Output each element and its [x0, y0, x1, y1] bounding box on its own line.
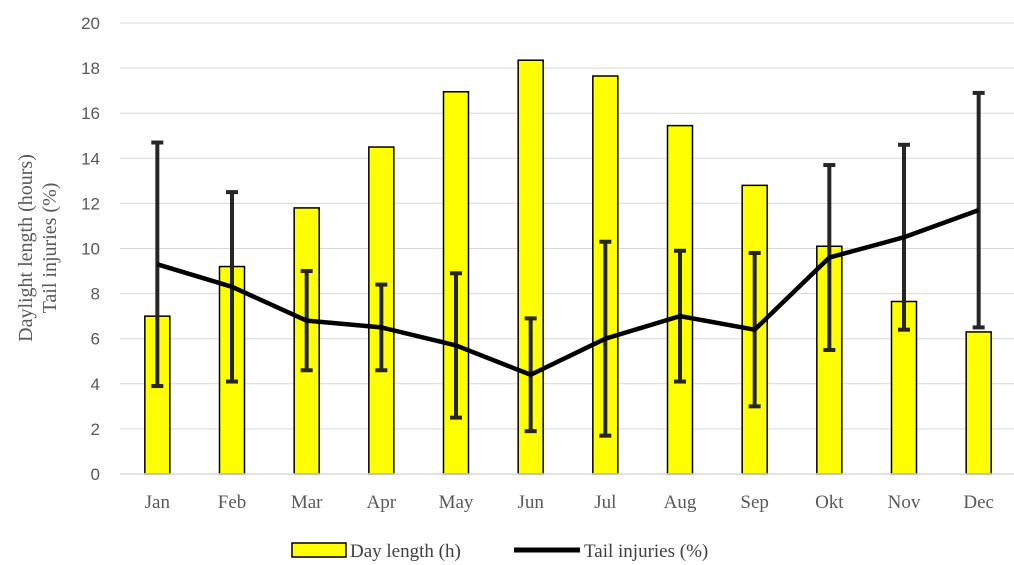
y-tick-label: 12 — [81, 194, 100, 213]
y-tick-label: 4 — [91, 375, 100, 394]
y-tick-label: 0 — [91, 465, 100, 484]
x-tick-label: Jun — [517, 492, 544, 513]
y-tick-label: 16 — [81, 104, 100, 123]
x-tick-label: Jul — [594, 492, 616, 513]
x-tick-label: Mar — [291, 492, 323, 513]
y-axis-title-line1: Daylight length (hours) — [15, 154, 37, 342]
y-tick-label: 2 — [91, 420, 100, 439]
bar-day-length — [816, 245, 843, 475]
bar-day-length — [965, 331, 992, 475]
y-tick-label: 20 — [81, 14, 100, 33]
x-tick-label: Feb — [218, 492, 247, 513]
x-tick-label: Okt — [815, 492, 844, 513]
y-tick-label: 10 — [81, 240, 100, 259]
legend-label-day-length: Day length (h) — [350, 541, 461, 562]
x-tick-label: Sep — [740, 492, 769, 513]
y-tick-label: 8 — [91, 285, 100, 304]
x-tick-label: May — [439, 492, 474, 513]
y-tick-label: 18 — [81, 59, 100, 78]
x-tick-label: Dec — [963, 492, 994, 513]
tail-injuries-line — [156, 208, 980, 378]
legend: Day length (h) Tail injuries (%) — [291, 541, 708, 562]
y-tick-label: 6 — [91, 330, 100, 349]
y-tick-labels: 0 2 4 6 8 10 12 14 16 18 20 — [81, 14, 100, 484]
legend-swatch-day-length — [291, 542, 347, 558]
y-tick-label: 14 — [81, 149, 100, 168]
x-tick-label: Jan — [145, 492, 171, 513]
x-tick-label: Nov — [888, 492, 921, 513]
legend-label-tail-injuries: Tail injuries (%) — [584, 541, 708, 562]
gridlines — [120, 22, 1014, 430]
x-tick-labels: Jan Feb Mar Apr May Jun Jul Aug Sep Okt Nov Dec — [145, 492, 994, 513]
day-length-bars — [144, 59, 992, 475]
x-tick-label: Aug — [664, 492, 697, 513]
y-axis-title-line2: Tail injuries (%) — [39, 183, 61, 314]
x-tick-label: Apr — [367, 492, 397, 513]
